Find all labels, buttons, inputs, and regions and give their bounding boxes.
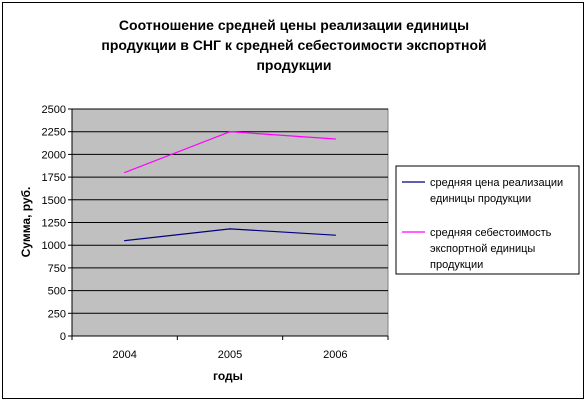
- y-tick-label: 1500: [42, 195, 66, 207]
- y-tick-label: 2500: [42, 104, 66, 116]
- legend-label-1: средняя цена реализации: [430, 177, 563, 189]
- legend-label-1: единицы продукции: [430, 193, 531, 205]
- x-tick-label: 2004: [112, 349, 136, 361]
- data-point: [229, 131, 231, 133]
- y-tick-label: 2000: [42, 149, 66, 161]
- y-tick-label: 1750: [42, 172, 66, 184]
- series-lines: [124, 131, 336, 242]
- y-tick-label: 250: [48, 308, 66, 320]
- legend-label-2: продукции: [430, 259, 483, 271]
- chart-title: Соотношение средней цены реализации един…: [101, 17, 486, 73]
- y-tick-label: 1250: [42, 218, 66, 230]
- data-point: [124, 240, 126, 242]
- x-axis-title: годы: [213, 369, 243, 383]
- axes: [71, 109, 388, 337]
- x-tick-labels: 2004 2005 2006: [112, 349, 347, 361]
- y-tick-label: 750: [48, 263, 66, 275]
- y-tick-labels: 0 250 500 750 1000 1250 1500 1750 2000 2250 2500: [42, 104, 66, 343]
- data-point: [124, 171, 126, 174]
- data-point: [334, 138, 336, 140]
- y-axis-title: Сумма, руб.: [19, 187, 33, 258]
- legend: средняя цена реализации единицы продукции…: [395, 165, 580, 275]
- y-tick-label: 0: [60, 331, 66, 343]
- y-tick-label: 2250: [42, 127, 66, 139]
- title-line: Соотношение средней цены реализации един…: [119, 17, 469, 33]
- data-point: [229, 228, 231, 230]
- title-line: продукции в СНГ к средней себестоимости …: [101, 37, 486, 53]
- y-tick-label: 1000: [42, 240, 66, 252]
- x-tick-label: 2005: [218, 349, 242, 361]
- x-tick-label: 2006: [323, 349, 347, 361]
- title-line: продукции: [256, 57, 331, 73]
- legend-box: [395, 165, 580, 275]
- legend-label-2: средняя себестоимость: [430, 227, 552, 239]
- data-point: [334, 234, 336, 236]
- y-tick-label: 500: [48, 286, 66, 298]
- legend-label-2: экспортной единицы: [430, 243, 535, 255]
